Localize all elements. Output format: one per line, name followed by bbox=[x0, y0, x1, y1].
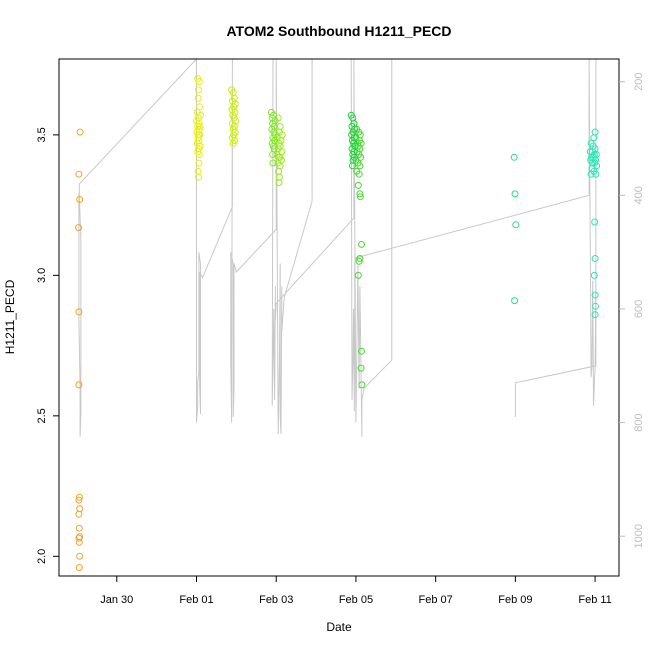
data-point bbox=[592, 170, 600, 178]
y2-tick-label: 200 bbox=[633, 73, 645, 91]
data-point bbox=[276, 122, 284, 130]
y-tick-label: 2.0 bbox=[36, 549, 48, 564]
data-point bbox=[511, 297, 519, 305]
series bbox=[510, 153, 520, 305]
altitude-profile bbox=[78, 57, 597, 437]
data-point bbox=[76, 128, 84, 136]
data-point bbox=[591, 218, 599, 226]
data-point bbox=[75, 538, 83, 546]
data-point bbox=[229, 139, 237, 147]
altitude-line bbox=[78, 57, 597, 437]
data-point bbox=[195, 78, 203, 85]
data-point bbox=[356, 162, 364, 170]
data-point bbox=[590, 134, 598, 142]
data-point bbox=[357, 364, 365, 372]
data-point bbox=[75, 534, 83, 542]
data-point bbox=[76, 552, 84, 560]
data-point bbox=[356, 190, 364, 198]
data-point bbox=[355, 257, 363, 265]
data-point bbox=[354, 181, 362, 189]
series bbox=[586, 128, 601, 319]
data-point bbox=[76, 505, 84, 513]
y-tick-label: 3.0 bbox=[36, 268, 48, 283]
series bbox=[273, 114, 286, 187]
data-point bbox=[275, 179, 283, 187]
data-point bbox=[358, 347, 365, 355]
data-point bbox=[75, 381, 83, 389]
y2-tick-label: 800 bbox=[633, 413, 645, 431]
data-point bbox=[75, 170, 83, 178]
y2-tick-label: 600 bbox=[633, 300, 645, 318]
x-tick-label: Feb 05 bbox=[339, 594, 373, 606]
data-point bbox=[510, 153, 518, 161]
x-tick-label: Jan 30 bbox=[100, 594, 133, 606]
y2-axis: 200 400 600 800 1000 bbox=[619, 73, 645, 548]
x-tick-label: Feb 09 bbox=[498, 594, 532, 606]
data-point bbox=[591, 311, 599, 319]
data-point bbox=[75, 510, 83, 518]
x-tick-label: Feb 11 bbox=[578, 594, 611, 606]
data-point bbox=[358, 381, 366, 389]
data-point bbox=[195, 173, 202, 181]
data-point bbox=[75, 308, 83, 316]
data-point bbox=[196, 122, 204, 130]
data-point bbox=[195, 86, 202, 94]
series bbox=[267, 108, 279, 167]
series bbox=[351, 125, 366, 389]
x-axis: Jan 30 Feb 01 Feb 03 Feb 05 Feb 07 Feb 09 Feb … bbox=[100, 576, 612, 606]
data-point bbox=[75, 564, 83, 572]
y-tick-label: 2.5 bbox=[36, 408, 48, 423]
x-tick-label: Feb 03 bbox=[259, 594, 293, 606]
data-point bbox=[354, 271, 362, 279]
y2-tick-label: 400 bbox=[633, 186, 645, 204]
chart-title: ATOM2 Southbound H1211_PECD bbox=[226, 23, 451, 39]
data-point bbox=[194, 94, 202, 102]
data-point bbox=[591, 128, 599, 136]
data-point bbox=[348, 162, 356, 170]
data-point bbox=[195, 159, 203, 167]
y-axis: 2.0 2.5 3.0 3.5 bbox=[36, 127, 59, 564]
data-point bbox=[355, 170, 363, 178]
y-tick-label: 3.5 bbox=[36, 127, 48, 142]
data-point bbox=[591, 255, 599, 262]
data-point bbox=[592, 302, 599, 310]
data-point bbox=[587, 170, 595, 178]
data-point bbox=[269, 159, 277, 167]
series bbox=[75, 128, 84, 572]
data-point bbox=[511, 190, 519, 198]
x-tick-label: Feb 07 bbox=[419, 594, 453, 606]
data-point bbox=[75, 496, 83, 504]
x-tick-label: Feb 01 bbox=[179, 594, 213, 606]
data-point bbox=[591, 291, 599, 299]
data-point bbox=[75, 493, 83, 501]
data-point bbox=[269, 142, 277, 150]
data-point bbox=[356, 255, 364, 262]
plot-frame bbox=[58, 58, 620, 577]
data-point bbox=[75, 224, 82, 232]
y2-tick-label: 1000 bbox=[633, 524, 645, 548]
series bbox=[193, 75, 204, 181]
data-point bbox=[75, 524, 83, 532]
data-point bbox=[358, 240, 365, 248]
data-point bbox=[512, 221, 520, 229]
series bbox=[347, 111, 359, 170]
data-points bbox=[75, 75, 601, 572]
series bbox=[228, 86, 240, 147]
data-point bbox=[76, 196, 84, 203]
data-point bbox=[356, 193, 364, 201]
y-axis-label: H1211_PECD bbox=[3, 279, 17, 354]
x-axis-label: Date bbox=[326, 620, 352, 634]
data-point bbox=[195, 151, 203, 158]
data-point bbox=[269, 151, 277, 158]
data-point bbox=[590, 271, 598, 279]
data-point bbox=[196, 103, 204, 111]
